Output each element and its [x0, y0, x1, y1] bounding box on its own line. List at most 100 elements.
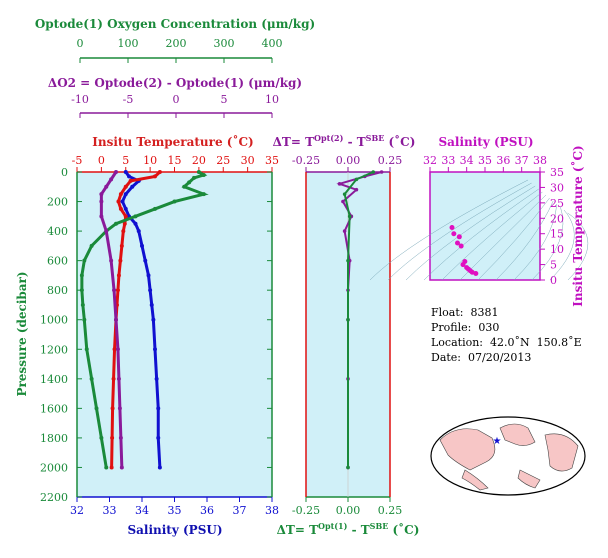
profile-info: Profile: 030 — [431, 321, 500, 334]
oxygen-point — [196, 170, 201, 174]
salinity-point — [149, 302, 154, 307]
ts-y-tick-label: 20 — [550, 212, 564, 225]
temperature-point — [123, 184, 128, 189]
ts-y-tick-label: 25 — [550, 197, 564, 210]
ts-point — [460, 262, 466, 268]
temperature-point — [118, 192, 123, 197]
delta-o2-point — [109, 177, 114, 182]
salinity-point — [130, 184, 135, 189]
oxygen-axis-title: Optode(1) Oxygen Concentration (μm/kg) — [35, 17, 315, 31]
oxygen-point — [82, 258, 87, 263]
delta-o2-point — [118, 435, 123, 440]
ts-point — [456, 234, 462, 240]
delta-o2-point — [109, 258, 114, 263]
temperature-point — [116, 273, 121, 278]
delta-o2-point — [112, 288, 117, 293]
float-info: Float: 8381 — [431, 306, 499, 319]
salinity-point — [154, 376, 159, 381]
salinity-point — [123, 206, 128, 211]
ts-x-tick-label: 35 — [478, 154, 492, 167]
delta-o2-point — [104, 229, 109, 234]
ts-y-tick-label: 15 — [550, 228, 564, 241]
location-info: Location: 42.0˚N 150.8˚E — [431, 336, 582, 349]
temperature-axis-title: Insitu Temperature (˚C) — [92, 134, 253, 149]
pressure-tick-label: 200 — [47, 196, 68, 209]
density-contour — [567, 212, 589, 281]
delta-t-opt2-point — [337, 182, 342, 186]
salinity-tick-label: 35 — [168, 504, 182, 517]
salinity-point — [148, 288, 153, 293]
oxygen-point — [114, 221, 118, 226]
temperature-tick-label: 10 — [143, 154, 157, 167]
temperature-point — [118, 258, 123, 263]
salinity-point — [153, 347, 157, 352]
delta-o2-axis-title: ΔO2 = Optode(2) - Optode(1) (μm/kg) — [48, 76, 302, 90]
delta-t-opt1-point — [346, 465, 350, 470]
salinity-tick-label: 36 — [200, 504, 214, 517]
oxygen-profile-line — [80, 170, 209, 468]
delta-t-top-tick-label: 0.00 — [336, 154, 361, 167]
oxygen-tick-label: 100 — [118, 37, 139, 50]
delta-o2-tick-label: -5 — [123, 93, 134, 106]
pressure-tick-label: 0 — [61, 166, 68, 179]
pressure-tick-label: 1000 — [40, 314, 68, 327]
delta-o2-point — [99, 214, 104, 219]
delta-o2-point — [99, 199, 104, 204]
delta-t-opt2-point — [342, 229, 347, 233]
temperature-point — [118, 206, 123, 211]
delta-t-bottom-tick-label: 0.25 — [378, 504, 403, 517]
salinity-point — [157, 465, 162, 470]
temperature-point — [123, 214, 128, 219]
float-location-marker: ★ — [493, 436, 502, 447]
oxygen-axis: Optode(1) Oxygen Concentration (μm/kg) 0… — [35, 17, 315, 63]
oxygen-point — [89, 243, 94, 248]
delta-t-bottom-tick-label: 0.00 — [336, 504, 361, 517]
delta-t-opt2-point — [354, 187, 359, 192]
date-info: Date: 07/20/2013 — [431, 351, 532, 364]
ts-x-tick-label: 34 — [460, 154, 474, 167]
ts-point — [455, 240, 460, 246]
salinity-tick-label: 38 — [265, 504, 279, 517]
temperature-tick-label: 0 — [98, 154, 105, 167]
ts-y-tick-label: 0 — [550, 274, 557, 287]
ts-point — [451, 231, 457, 237]
main-plot-area — [77, 172, 272, 497]
density-contour — [477, 197, 550, 281]
delta-t-opt2-point — [341, 199, 345, 204]
ts-point — [458, 243, 464, 249]
salinity-point — [146, 273, 151, 278]
oxygen-point — [201, 172, 206, 177]
delta-t-top-tick-label: -0.25 — [292, 154, 320, 167]
oxygen-tick-label: 400 — [262, 37, 283, 50]
salinity-point — [136, 229, 141, 234]
ts-panel: Salinity (PSU) 32 33 34 35 36 37 38 0 5 10 15 20 25… — [369, 135, 589, 307]
delta-t-top-title: ΔT= TOpt(2) - TSBE (˚C) — [273, 133, 416, 149]
temperature-tick-label: -5 — [72, 154, 83, 167]
oxygen-point — [187, 180, 192, 185]
main-profile-panel: Insitu Temperature (˚C) -5 0 5 10 15 20 25 30 35… — [15, 134, 390, 537]
ts-x-tick-label: 37 — [515, 154, 529, 167]
temperature-point — [121, 229, 126, 234]
ts-point — [473, 271, 479, 277]
ts-ylabel: Insitu Temperature (˚C) — [570, 145, 585, 306]
oxygen-point — [153, 206, 157, 211]
salinity-axis-title: Salinity (PSU) — [127, 523, 222, 537]
delta-o2-point — [104, 184, 109, 189]
density-contour — [513, 203, 558, 281]
density-contour — [423, 188, 539, 281]
world-map: ★ — [430, 416, 586, 496]
temperature-tick-label: 25 — [216, 154, 230, 167]
density-contour — [441, 191, 543, 281]
oxygen-point — [84, 347, 89, 352]
density-contour — [549, 209, 575, 281]
delta-t-panel: ΔT= TOpt(2) - TSBE (˚C) -0.25 0.00 0.25 -0… — [273, 133, 420, 537]
salinity-point — [143, 258, 148, 263]
ts-x-tick-label: 36 — [496, 154, 510, 167]
pressure-tick-label: 600 — [47, 255, 68, 268]
oxygen-tick-label: 200 — [166, 37, 187, 50]
temperature-point — [111, 376, 116, 381]
salinity-point — [123, 192, 128, 197]
delta-o2-point — [119, 465, 124, 470]
temperature-point — [115, 288, 120, 293]
temperature-point — [119, 243, 124, 248]
